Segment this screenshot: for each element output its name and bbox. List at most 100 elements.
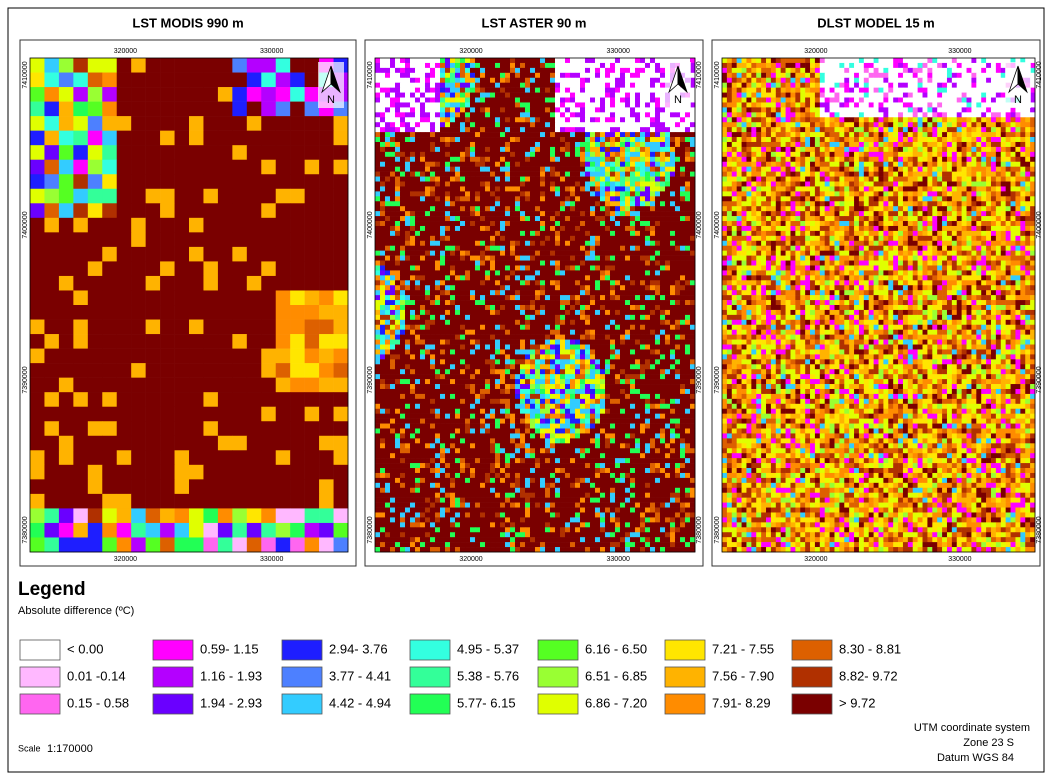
raster-cell [505,216,510,221]
raster-cell [475,142,480,147]
raster-cell [88,479,103,494]
raster-cell [570,93,575,98]
raster-cell [570,191,575,196]
raster-cell [505,167,510,172]
raster-cell [585,256,590,261]
raster-cell [102,523,117,538]
raster-cell [605,152,610,157]
raster-cell [540,93,545,98]
raster-cell [435,132,440,137]
raster-cell [490,275,495,280]
raster-cell [117,102,132,117]
raster-cell [515,88,520,93]
raster-cell [580,246,585,251]
raster-cell [595,147,600,152]
raster-cell [410,122,415,127]
raster-cell [390,68,395,73]
raster-cell [445,325,450,330]
raster-cell [495,270,500,275]
raster-cell [565,196,570,201]
raster-cell [680,280,685,285]
raster-cell [525,167,530,172]
raster-cell [232,247,247,262]
raster-cell [660,251,665,256]
raster-cell [460,265,465,270]
raster-cell [440,256,445,261]
raster-cell [550,374,555,379]
raster-cell [620,196,625,201]
raster-cell [530,132,535,137]
raster-cell [610,132,615,137]
raster-cell [610,285,615,290]
raster-cell [545,345,550,350]
raster-cell [655,157,660,162]
raster-cell [146,392,161,407]
raster-cell [490,157,495,162]
raster-cell [650,265,655,270]
raster-cell [560,295,565,300]
raster-cell [405,305,410,310]
raster-cell [625,157,630,162]
raster-cell [276,523,291,538]
raster-cell [575,142,580,147]
raster-cell [680,196,685,201]
raster-cell [375,216,380,221]
raster-cell [420,226,425,231]
map-figure: LST MODIS 990 m3200003200003300003300007… [0,0,1046,774]
raster-cell [520,162,525,167]
raster-cell [570,280,575,285]
raster-cell [460,221,465,226]
raster-cell [430,186,435,191]
raster-cell [470,305,475,310]
raster-cell [595,261,600,266]
raster-cell [470,216,475,221]
raster-cell [450,280,455,285]
raster-cell [600,315,605,320]
raster-cell [450,349,455,354]
raster-cell [635,147,640,152]
raster-cell [565,68,570,73]
raster-cell [500,305,505,310]
raster-cell [334,479,349,494]
raster-cell [88,523,103,538]
raster-cell [505,68,510,73]
raster-cell [131,131,146,146]
raster-cell [690,196,695,201]
raster-cell [510,206,515,211]
raster-cell [570,256,575,261]
raster-cell [550,251,555,256]
raster-cell [565,186,570,191]
raster-cell [645,364,650,369]
raster-cell [30,73,45,88]
raster-cell [475,58,480,63]
raster-cell [146,116,161,131]
raster-cell [390,241,395,246]
raster-cell [400,107,405,112]
raster-cell [555,211,560,216]
raster-cell [261,508,276,523]
raster-cell [160,334,175,349]
raster-cell [385,379,390,384]
raster-cell [575,107,580,112]
raster-cell [540,290,545,295]
raster-cell [550,236,555,241]
raster-cell [555,369,560,374]
raster-cell [425,265,430,270]
raster-cell [535,182,540,187]
raster-cell [490,325,495,330]
raster-cell [650,226,655,231]
raster-cell [575,182,580,187]
raster-cell [620,88,625,93]
raster-cell [146,131,161,146]
raster-cell [545,320,550,325]
raster-cell [445,275,450,280]
raster-cell [540,270,545,275]
raster-cell [625,172,630,177]
raster-cell [465,315,470,320]
raster-cell [420,261,425,266]
raster-cell [550,359,555,364]
raster-cell [480,290,485,295]
raster-cell [610,127,615,132]
raster-cell [515,186,520,191]
raster-cell [525,98,530,103]
